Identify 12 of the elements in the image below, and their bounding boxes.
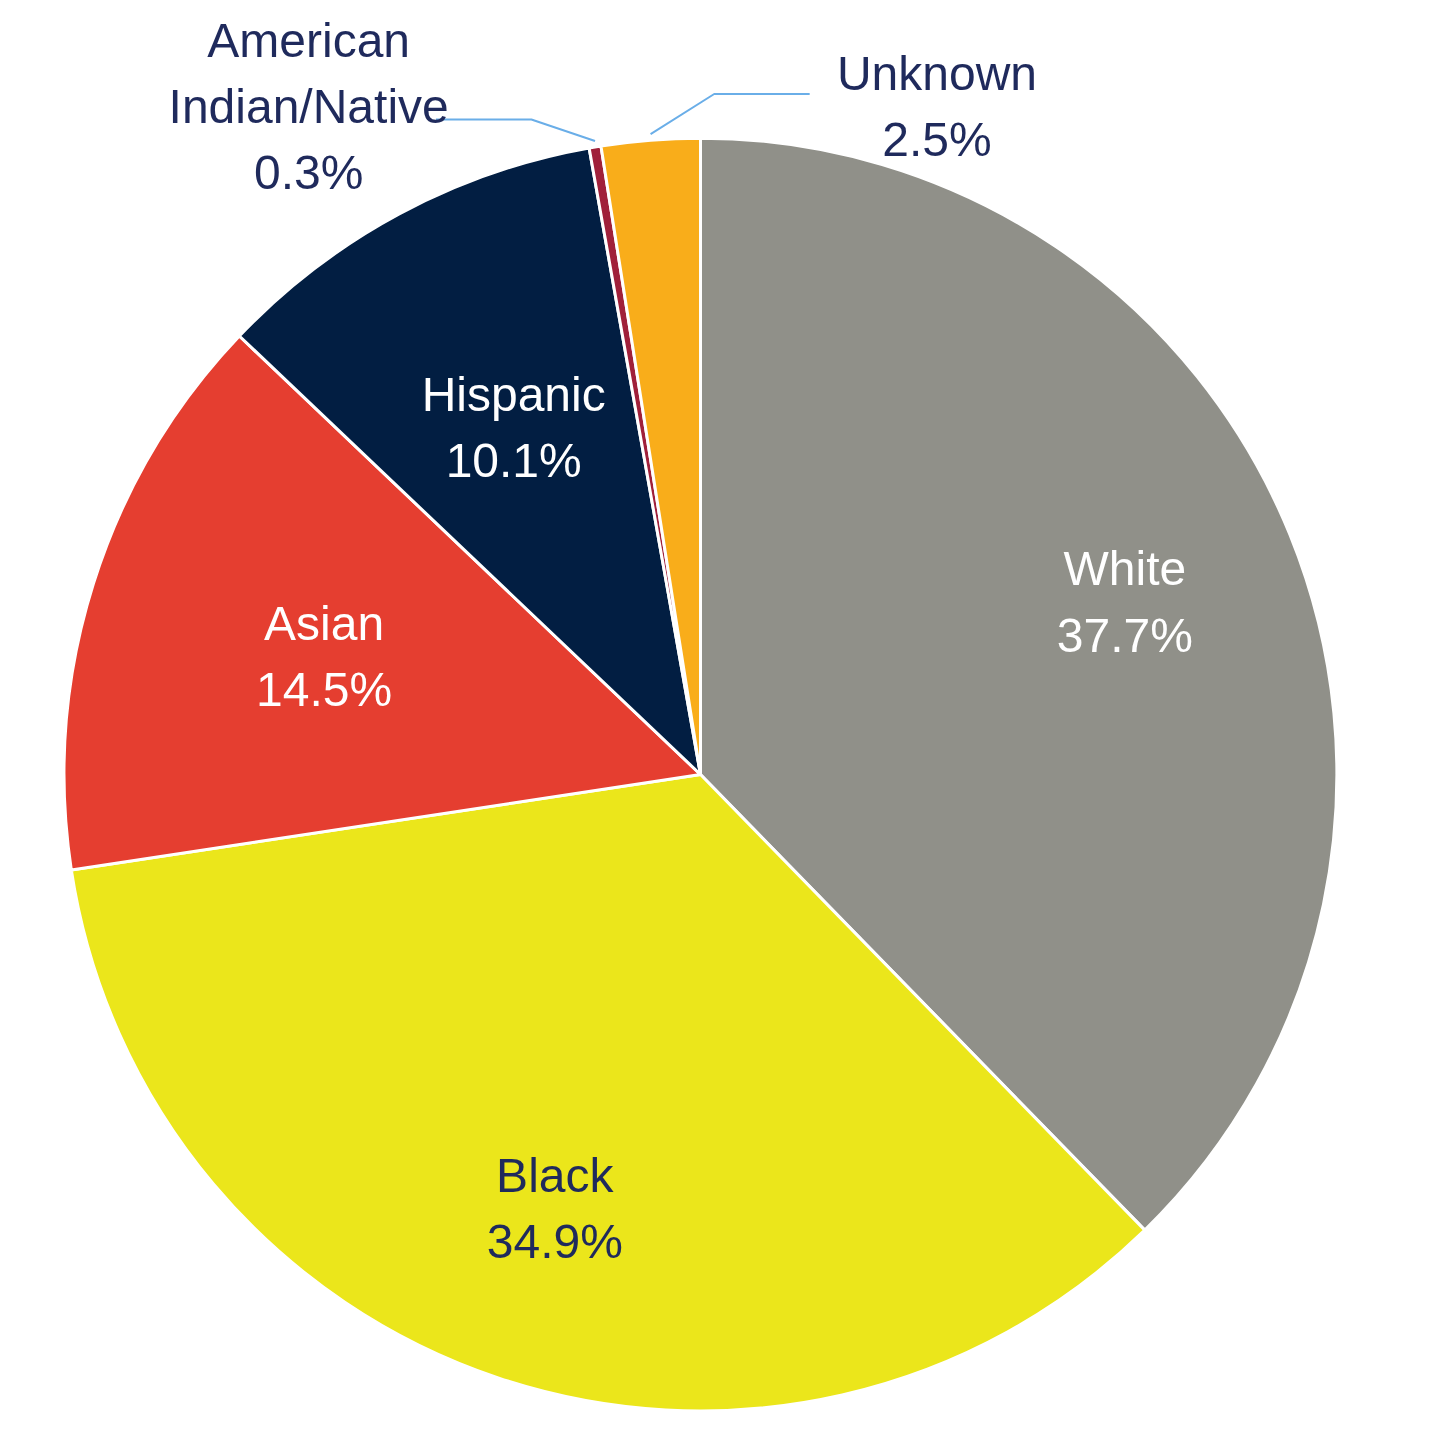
data-label: 34.9% bbox=[486, 1215, 623, 1269]
slice-label: Black bbox=[496, 1149, 615, 1203]
data-label: 37.7% bbox=[1056, 608, 1193, 662]
slice-label: Hispanic bbox=[421, 367, 606, 421]
slice-label: Unknown bbox=[836, 47, 1037, 101]
data-label: 2.5% bbox=[882, 113, 992, 167]
slice-label: Asian bbox=[264, 596, 385, 650]
slice-label: White bbox=[1063, 542, 1187, 596]
slice-label: American Indian/Native bbox=[168, 13, 449, 134]
data-label: 14.5% bbox=[256, 662, 393, 716]
data-label: 0.3% bbox=[253, 146, 364, 200]
data-label: 10.1% bbox=[445, 433, 582, 487]
